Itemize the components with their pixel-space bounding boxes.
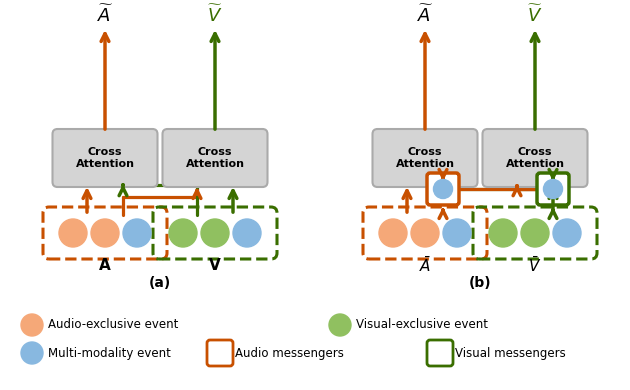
FancyBboxPatch shape: [372, 129, 478, 187]
FancyBboxPatch shape: [483, 129, 588, 187]
Text: Cross
Attention: Cross Attention: [396, 147, 454, 169]
Text: Cross
Attention: Cross Attention: [76, 147, 134, 169]
Text: Multi-modality event: Multi-modality event: [48, 346, 171, 360]
Circle shape: [233, 219, 261, 247]
Circle shape: [553, 219, 581, 247]
Circle shape: [489, 219, 517, 247]
Text: A: A: [99, 257, 111, 273]
Text: Audio messengers: Audio messengers: [235, 346, 344, 360]
Circle shape: [21, 314, 43, 336]
Text: $\widetilde{V}$: $\widetilde{V}$: [527, 5, 542, 25]
Text: Visual-exclusive event: Visual-exclusive event: [356, 319, 488, 332]
Circle shape: [433, 179, 452, 199]
Circle shape: [201, 219, 229, 247]
Circle shape: [521, 219, 549, 247]
Circle shape: [123, 219, 151, 247]
Circle shape: [169, 219, 197, 247]
Circle shape: [379, 219, 407, 247]
Circle shape: [443, 219, 471, 247]
Circle shape: [544, 179, 563, 199]
FancyBboxPatch shape: [427, 173, 459, 205]
Text: Cross
Attention: Cross Attention: [185, 147, 244, 169]
Text: $\widetilde{V}$: $\widetilde{V}$: [207, 5, 223, 25]
FancyBboxPatch shape: [207, 340, 233, 366]
Text: Cross
Attention: Cross Attention: [505, 147, 564, 169]
Circle shape: [411, 219, 439, 247]
Text: $\widetilde{A}$: $\widetilde{A}$: [417, 5, 433, 25]
Circle shape: [21, 342, 43, 364]
Text: V: V: [209, 257, 221, 273]
Text: $\bar{A}$: $\bar{A}$: [419, 255, 431, 275]
Circle shape: [329, 314, 351, 336]
FancyBboxPatch shape: [427, 340, 453, 366]
Text: Audio-exclusive event: Audio-exclusive event: [48, 319, 178, 332]
Text: (a): (a): [149, 276, 171, 290]
Text: (b): (b): [469, 276, 491, 290]
FancyBboxPatch shape: [52, 129, 158, 187]
Text: Visual messengers: Visual messengers: [455, 346, 566, 360]
Text: $\bar{V}$: $\bar{V}$: [529, 255, 542, 275]
FancyBboxPatch shape: [537, 173, 569, 205]
Circle shape: [91, 219, 119, 247]
Text: $\widetilde{A}$: $\widetilde{A}$: [97, 5, 113, 25]
FancyBboxPatch shape: [163, 129, 268, 187]
Circle shape: [59, 219, 87, 247]
